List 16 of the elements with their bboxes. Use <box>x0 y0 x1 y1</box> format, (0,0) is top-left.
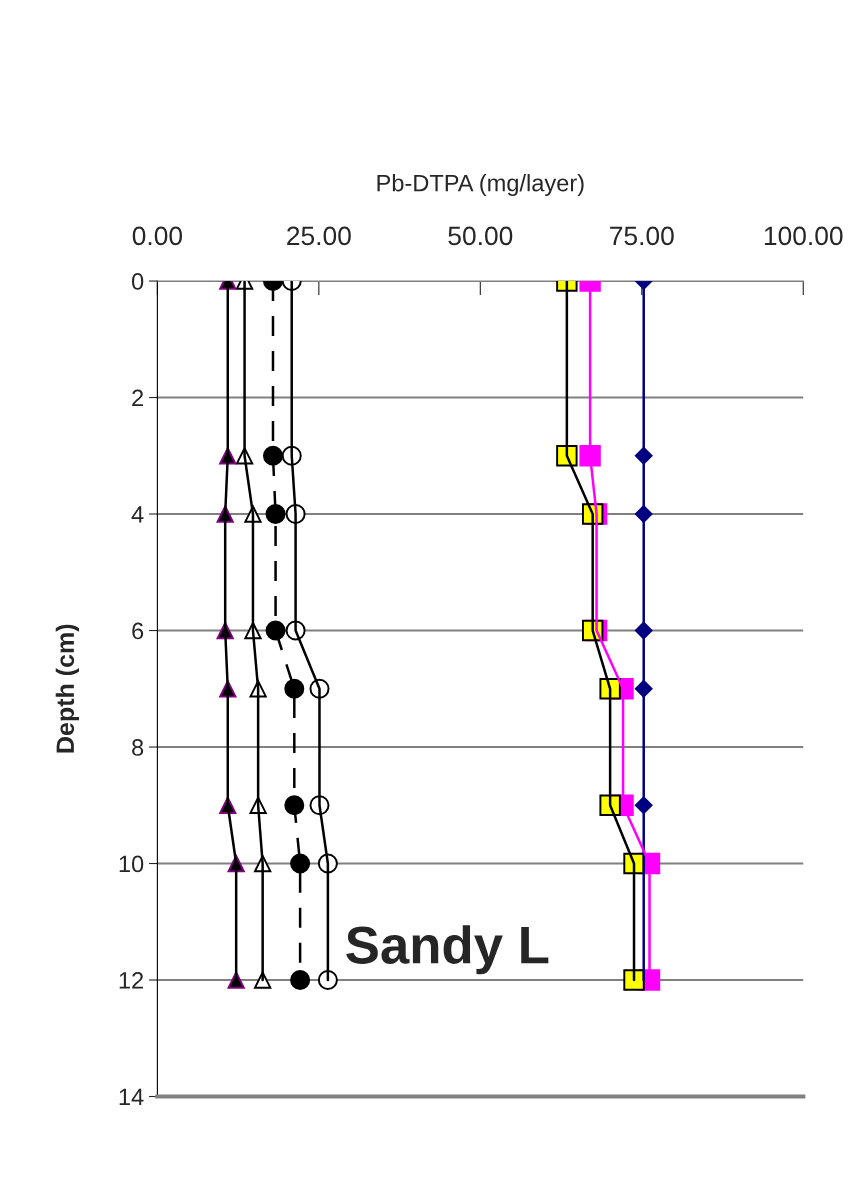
annotation: Sandy L <box>346 925 549 975</box>
y-tick-label: 12 <box>119 972 143 989</box>
y-axis-title: Depth (cm) <box>55 624 80 753</box>
x-tick-label: 100.00 <box>764 226 843 246</box>
y-tick-label: 2 <box>132 389 143 407</box>
y-tick-label: 6 <box>132 622 144 640</box>
x-axis-title: Pb-DTPA (mg/layer) <box>377 174 584 197</box>
y-tick-label: 8 <box>132 739 144 756</box>
y-tick-label: 0 <box>131 273 144 290</box>
x-tick-label: 50.00 <box>448 226 513 246</box>
y-tick-label: 14 <box>119 1088 144 1106</box>
x-tick-label: 0.00 <box>132 226 183 246</box>
y-tick-label: 4 <box>131 506 144 523</box>
x-tick-label: 25.00 <box>287 226 351 246</box>
y-tick-label: 10 <box>119 855 144 873</box>
x-tick-label: 75.00 <box>610 226 674 246</box>
